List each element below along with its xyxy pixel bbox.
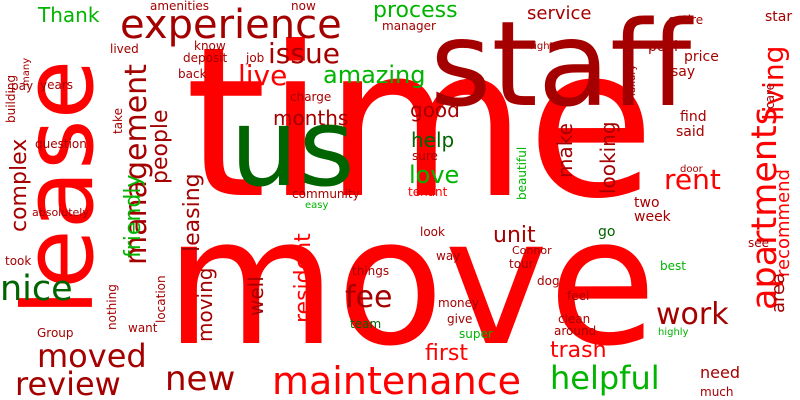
word-find: find [680,109,707,125]
word-said: said [676,124,705,140]
word-see: see [748,236,770,250]
word-make: make [553,123,577,178]
word-way: way [436,249,461,263]
word-months: months [273,106,349,130]
word-complex: complex [7,138,32,232]
word-area: area [768,272,789,313]
word-now: now [291,0,316,13]
word-people: people [148,109,173,184]
word-work: work [656,297,729,332]
word-luxury: luxury [627,64,638,96]
word-trash: trash [550,338,607,363]
word-recommend: recommend [773,169,794,277]
word-years: years [40,78,74,92]
word-help: help [411,128,455,152]
word-amazing: amazing [323,61,426,89]
word-feel: feel [567,289,590,303]
word-deposit: deposit [183,51,228,65]
word-absolutely: absolutely [32,206,89,219]
word-want: want [128,321,158,335]
word-highly: highly [658,327,689,338]
word-group: Group [37,326,74,340]
word-care: care [763,82,777,109]
word-lived: lived [110,42,139,56]
word-tenant: tenant [408,185,448,199]
word-right: right [530,41,554,52]
word-leasing: leasing [180,173,205,252]
word-review: review [15,365,121,400]
word-know: know [194,39,226,53]
word-best: best [660,259,686,273]
word-pool: pool [648,39,678,55]
word-experience: experience [120,2,342,48]
word-friendly: friendly [121,174,146,258]
word-moved: moved [37,337,147,375]
word-love: love [409,161,460,189]
word-tour: tour [509,257,534,271]
word-super: super [459,327,493,341]
word-resident: resident [291,233,316,323]
word-money: money [438,296,480,310]
word-thank: Thank [38,3,100,27]
word-nothing: nothing [105,284,119,330]
word-well: well [244,276,268,316]
word-time: time [185,3,655,245]
word-dog: dog [537,274,560,288]
word-need: need [700,363,740,382]
word-fee: fee [345,280,393,315]
word-amenities: amenities [150,0,210,13]
word-take: take [111,108,125,134]
word-first: first [425,341,468,366]
word-community: community [292,187,360,201]
word-rent: rent [664,163,721,196]
word-move: move [165,180,657,385]
word-clean: clean [558,312,591,326]
word-much: much [700,385,734,399]
word-question: question [35,137,87,151]
word-process: process [373,0,458,23]
word-charge: charge [290,90,332,104]
word-helpful: helpful [550,359,660,397]
word-sure: sure [412,149,438,163]
word-back: back [178,67,207,81]
word-good: good [410,98,460,122]
word-week: week [634,209,671,225]
word-entire: entire [668,13,704,27]
word-moving: moving [193,267,217,342]
word-team: team [350,317,382,331]
word-price: price [684,49,719,65]
word-job: job [246,51,265,65]
word-look: look [420,225,445,239]
word-nice: nice [0,269,73,309]
word-star: star [765,9,793,25]
word-us: us [230,86,355,211]
word-service: service [527,3,592,24]
word-easy: easy [305,200,329,211]
word-go: go [598,224,616,240]
word-door: door [680,164,703,175]
word-took: took [5,254,32,268]
word-new: new [165,359,236,399]
word-two: two [634,195,660,211]
word-around: around [554,324,597,338]
word-maintenance: maintenance [272,359,521,400]
word-manager: manager [382,19,436,33]
word-things: things [352,264,390,278]
word-unit: unit [493,223,536,248]
word-looking: looking [596,121,620,194]
word-pay: pay [11,79,34,93]
word-location: location [154,275,168,323]
word-say: say [671,64,696,80]
word-beautiful: beautiful [515,146,529,200]
word-give: give [447,312,473,326]
word-staff: staff [430,0,692,133]
word-issue: issue [268,37,340,70]
word-live: live [238,59,288,92]
word-connor: Connor [512,244,552,257]
